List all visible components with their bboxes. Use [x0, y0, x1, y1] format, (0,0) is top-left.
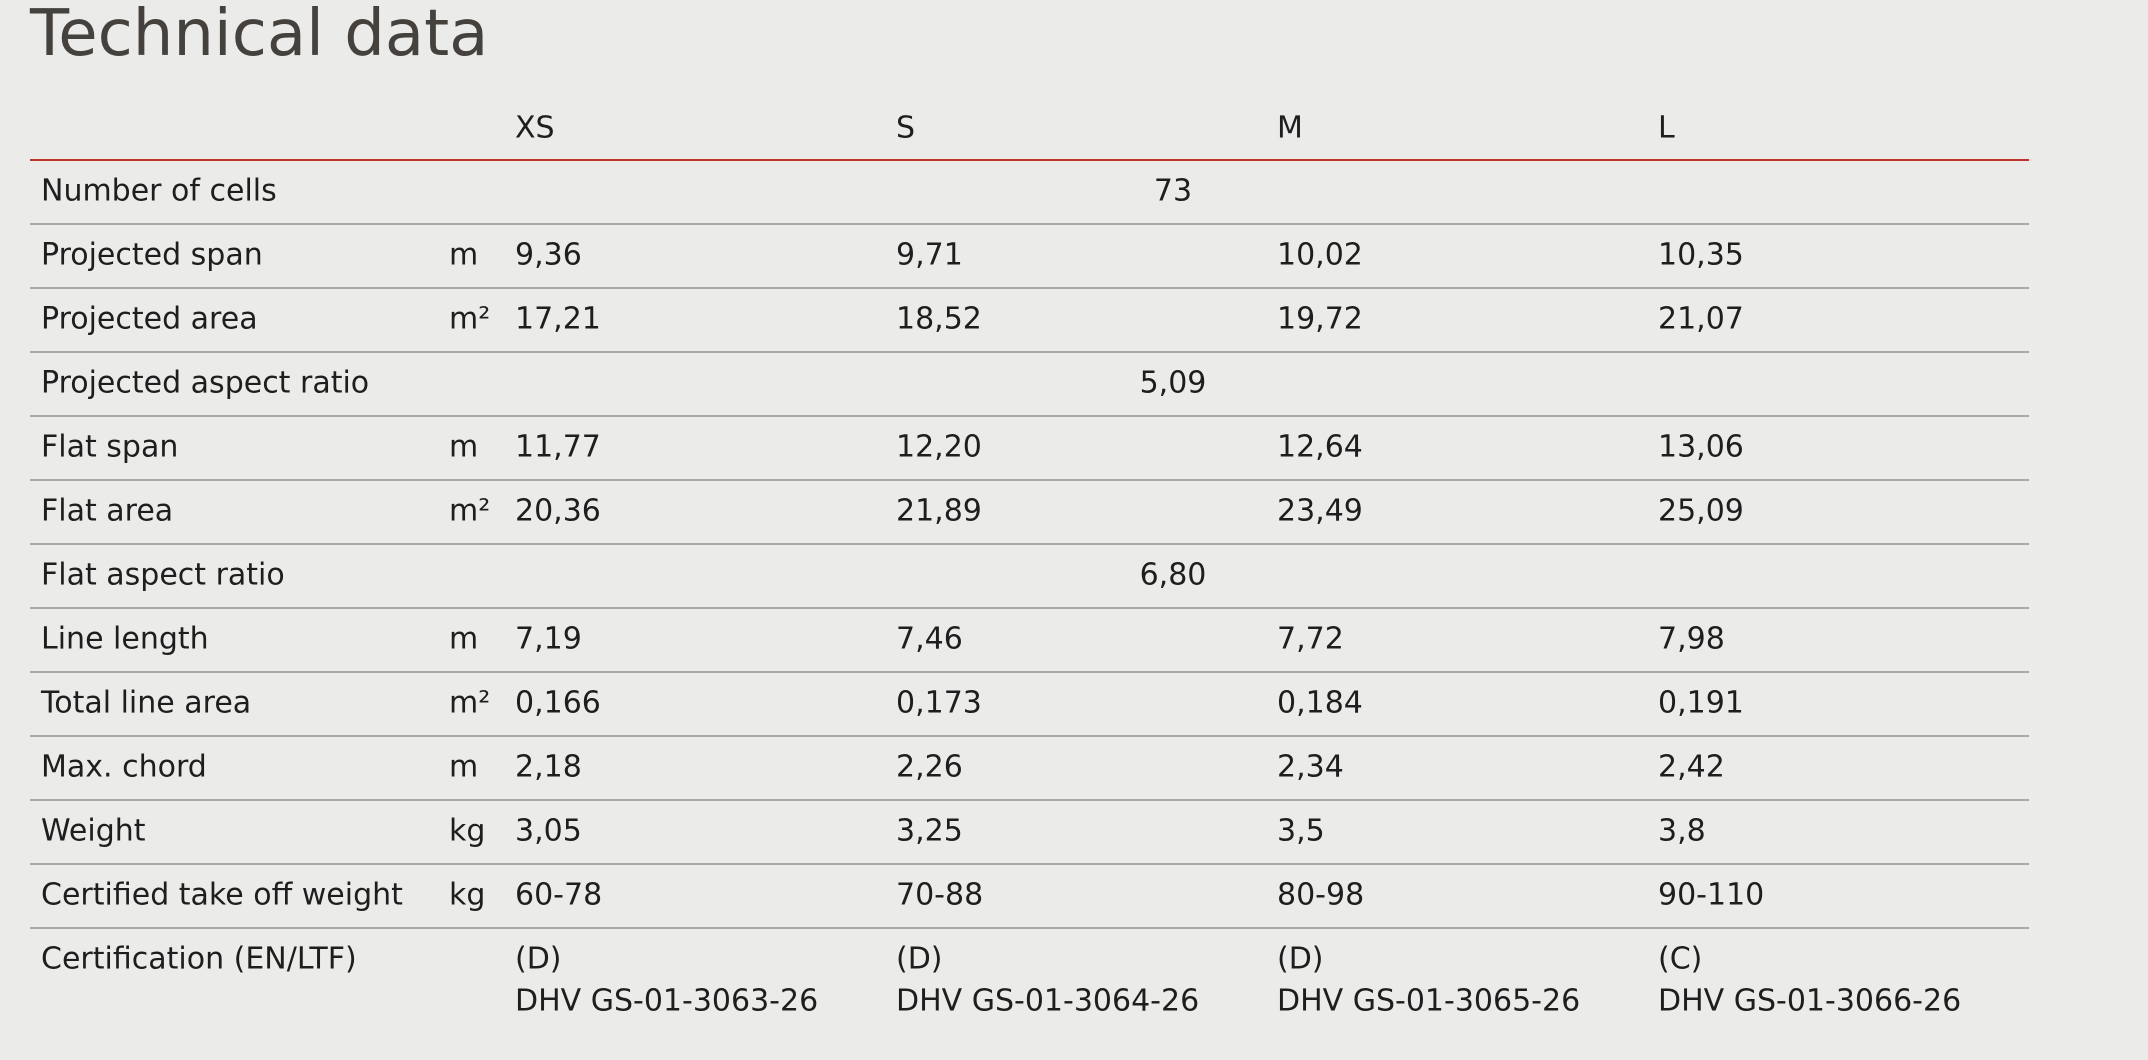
cell-value: 0,166	[515, 686, 601, 721]
row-unit: m²	[449, 494, 490, 529]
cell-value: (D)	[1277, 942, 1324, 977]
row-label: Flat aspect ratio	[41, 558, 285, 593]
cell-value: 12,20	[896, 430, 982, 465]
cell-value: 2,42	[1658, 750, 1725, 785]
cell-value: 13,06	[1658, 430, 1744, 465]
row-unit: m	[449, 622, 478, 657]
title: Technical data	[29, 0, 488, 71]
column-header: L	[1658, 111, 1675, 146]
cell-value: 17,21	[515, 302, 601, 337]
row-label: Weight	[41, 814, 146, 849]
cell-value: 0,173	[896, 686, 982, 721]
cell-value: 2,26	[896, 750, 963, 785]
cell-value: 3,5	[1277, 814, 1325, 849]
row-label: Flat span	[41, 430, 178, 465]
cell-value: 3,05	[515, 814, 582, 849]
row-label: Line length	[41, 622, 209, 657]
cell-value: 70-88	[896, 878, 983, 913]
column-header: M	[1277, 111, 1303, 146]
row-unit: m²	[449, 686, 490, 721]
row-label: Projected aspect ratio	[41, 366, 369, 401]
cell-value: 12,64	[1277, 430, 1363, 465]
row-unit: m	[449, 238, 478, 273]
cell-value: DHV GS-01-3064-26	[896, 984, 1199, 1019]
row-label: Projected span	[41, 238, 263, 273]
row-unit: m	[449, 750, 478, 785]
cell-value: 0,184	[1277, 686, 1363, 721]
cell-value: 0,191	[1658, 686, 1744, 721]
row-label: Certification (EN/LTF)	[41, 942, 357, 977]
row-label: Flat area	[41, 494, 173, 529]
row-unit: kg	[449, 814, 485, 849]
row-unit: m²	[449, 302, 490, 337]
column-header: S	[896, 111, 915, 146]
cell-value: 10,35	[1658, 238, 1744, 273]
cell-value: DHV GS-01-3065-26	[1277, 984, 1580, 1019]
cell-value: 7,46	[896, 622, 963, 657]
row-unit: m	[449, 430, 478, 465]
cell-value: 9,71	[896, 238, 963, 273]
cell-value: 25,09	[1658, 494, 1744, 529]
merged-value: 73	[1154, 174, 1192, 209]
row-label: Total line area	[40, 686, 251, 721]
cell-value: 80-98	[1277, 878, 1364, 913]
cell-value: 3,8	[1658, 814, 1706, 849]
cell-value: (D)	[896, 942, 943, 977]
row-label: Max. chord	[41, 750, 207, 785]
cell-value: 21,07	[1658, 302, 1744, 337]
cell-value: 60-78	[515, 878, 602, 913]
merged-value: 5,09	[1140, 366, 1207, 401]
cell-value: 3,25	[896, 814, 963, 849]
cell-value: (C)	[1658, 942, 1702, 977]
cell-value: 7,19	[515, 622, 582, 657]
cell-value: 11,77	[515, 430, 601, 465]
row-label: Number of cells	[41, 174, 277, 209]
cell-value: 90-110	[1658, 878, 1764, 913]
cell-value: 7,72	[1277, 622, 1344, 657]
row-label: Projected area	[41, 302, 258, 337]
cell-value: (D)	[515, 942, 562, 977]
row-unit: kg	[449, 878, 485, 913]
cell-value: 21,89	[896, 494, 982, 529]
cell-value: 2,34	[1277, 750, 1344, 785]
cell-value: 7,98	[1658, 622, 1725, 657]
cell-value: 9,36	[515, 238, 582, 273]
cell-value: DHV GS-01-3066-26	[1658, 984, 1961, 1019]
cell-value: 18,52	[896, 302, 982, 337]
row-label: Certified take off weight	[41, 878, 403, 913]
merged-value: 6,80	[1140, 558, 1207, 593]
cell-value: 2,18	[515, 750, 582, 785]
cell-value: 20,36	[515, 494, 601, 529]
cell-value: DHV GS-01-3063-26	[515, 984, 818, 1019]
cell-value: 19,72	[1277, 302, 1363, 337]
cell-value: 23,49	[1277, 494, 1363, 529]
cell-value: 10,02	[1277, 238, 1363, 273]
column-header: XS	[515, 111, 555, 146]
